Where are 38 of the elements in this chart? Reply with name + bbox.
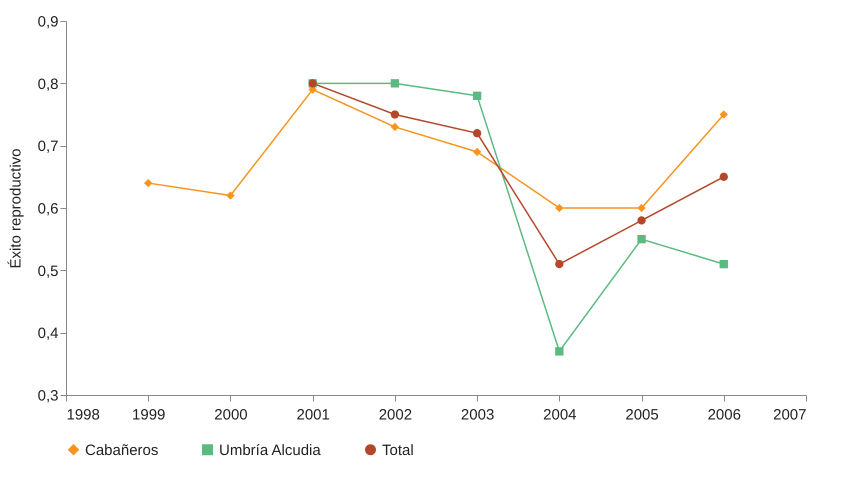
x-tick-label: 2003 bbox=[460, 406, 494, 424]
x-tick-label: 2001 bbox=[296, 406, 330, 424]
x-tick-label: 2007 bbox=[773, 406, 806, 424]
point bbox=[555, 260, 564, 268]
y-tick-label: 0,4 bbox=[38, 325, 58, 342]
point bbox=[555, 204, 564, 212]
point bbox=[555, 347, 564, 356]
x-tick-label: 1999 bbox=[132, 406, 166, 424]
y-tick-label: 0,6 bbox=[38, 200, 58, 218]
point bbox=[637, 204, 646, 212]
y-tick-label: 0,7 bbox=[38, 138, 58, 156]
y-tick-label: 0,8 bbox=[38, 76, 58, 93]
y-tick-label: 0,9 bbox=[38, 14, 58, 30]
y-tick-label: 0,3 bbox=[38, 388, 58, 404]
point bbox=[720, 260, 728, 268]
point bbox=[390, 122, 400, 132]
point bbox=[720, 172, 728, 182]
legend-label: Umbría Alcudia bbox=[219, 442, 322, 459]
point bbox=[472, 92, 482, 100]
legend-label: Total bbox=[382, 442, 414, 459]
x-tick-label: 2002 bbox=[378, 406, 412, 424]
x-tick-label: 2000 bbox=[214, 406, 248, 424]
point bbox=[144, 178, 152, 188]
legend-label: Cabañeros bbox=[85, 442, 158, 459]
point bbox=[226, 191, 235, 200]
x-tick-label: 2004 bbox=[543, 406, 577, 424]
x-tick-label: 2006 bbox=[708, 406, 741, 424]
point bbox=[390, 110, 400, 119]
y-tick-label: 0,5 bbox=[38, 262, 58, 280]
point bbox=[472, 129, 482, 138]
point bbox=[390, 79, 400, 88]
point bbox=[472, 148, 482, 156]
x-tick-label: 2005 bbox=[625, 406, 659, 424]
x-tick-label: 1998 bbox=[66, 406, 100, 424]
point bbox=[637, 234, 646, 244]
point bbox=[637, 216, 646, 225]
y-axis-title: Éxito reproductivo bbox=[6, 148, 25, 269]
point bbox=[720, 110, 728, 119]
